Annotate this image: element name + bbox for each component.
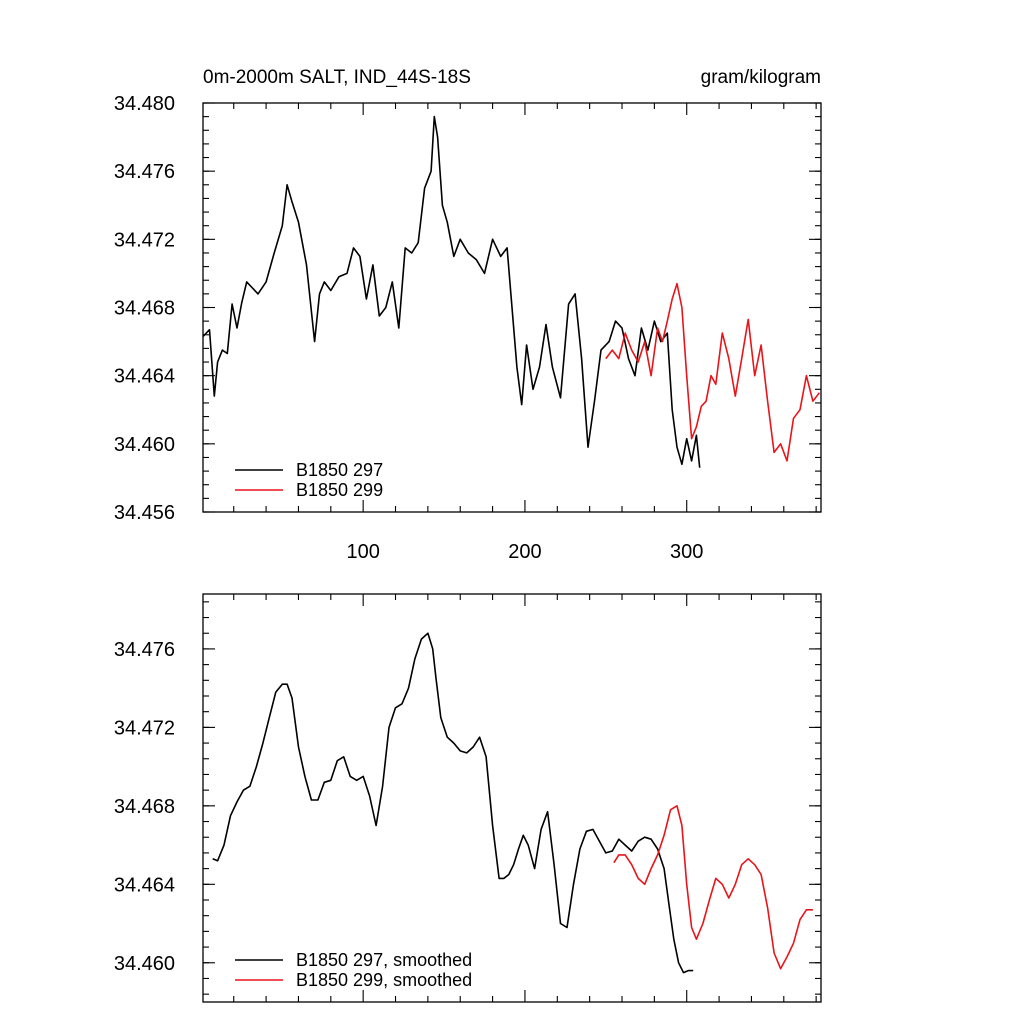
plot-frame — [202, 593, 822, 1003]
x-tick-label: 200 — [508, 541, 541, 563]
legend-label: B1850 297, smoothed — [296, 950, 472, 970]
y-tick-label: 34.472 — [114, 717, 175, 739]
y-tick-label: 34.476 — [114, 639, 175, 661]
y-tick-label: 34.480 — [114, 93, 175, 115]
legend-label: B1850 299 — [296, 480, 383, 500]
y-tick-label: 34.456 — [114, 502, 175, 524]
y-tick-label: 34.460 — [114, 434, 175, 456]
y-tick-label: 34.468 — [114, 298, 175, 320]
series-line-2 — [605, 282, 821, 462]
x-tick-label: 100 — [346, 541, 379, 563]
y-tick-label: 34.472 — [114, 229, 175, 251]
chart-panel-1: 34.456 34.460 34.464 34.468 34.472 34.476 34.4… — [114, 67, 822, 563]
legend-label: B1850 297 — [296, 460, 383, 480]
legend-label: B1850 299, smoothed — [296, 970, 472, 990]
x-tick-label: 300 — [670, 541, 703, 563]
series-line-1 — [212, 632, 694, 974]
series-line-1 — [202, 115, 701, 468]
units-label: gram/kilogram — [701, 67, 821, 88]
y-tick-label: 34.464 — [114, 874, 175, 896]
y-tick-label: 34.468 — [114, 796, 175, 818]
chart-title: 0m-2000m SALT, IND_44S-18S — [203, 67, 471, 88]
chart-panel-2: 34.460 34.464 34.468 34.472 34.476 B1850 297,… — [114, 593, 822, 1003]
y-tick-label: 34.476 — [114, 161, 175, 183]
y-tick-label: 34.464 — [114, 366, 175, 388]
axis-ticks — [203, 102, 821, 513]
y-tick-label: 34.460 — [114, 953, 175, 975]
series-line-2 — [613, 804, 813, 970]
axis-ticks — [203, 594, 821, 1002]
